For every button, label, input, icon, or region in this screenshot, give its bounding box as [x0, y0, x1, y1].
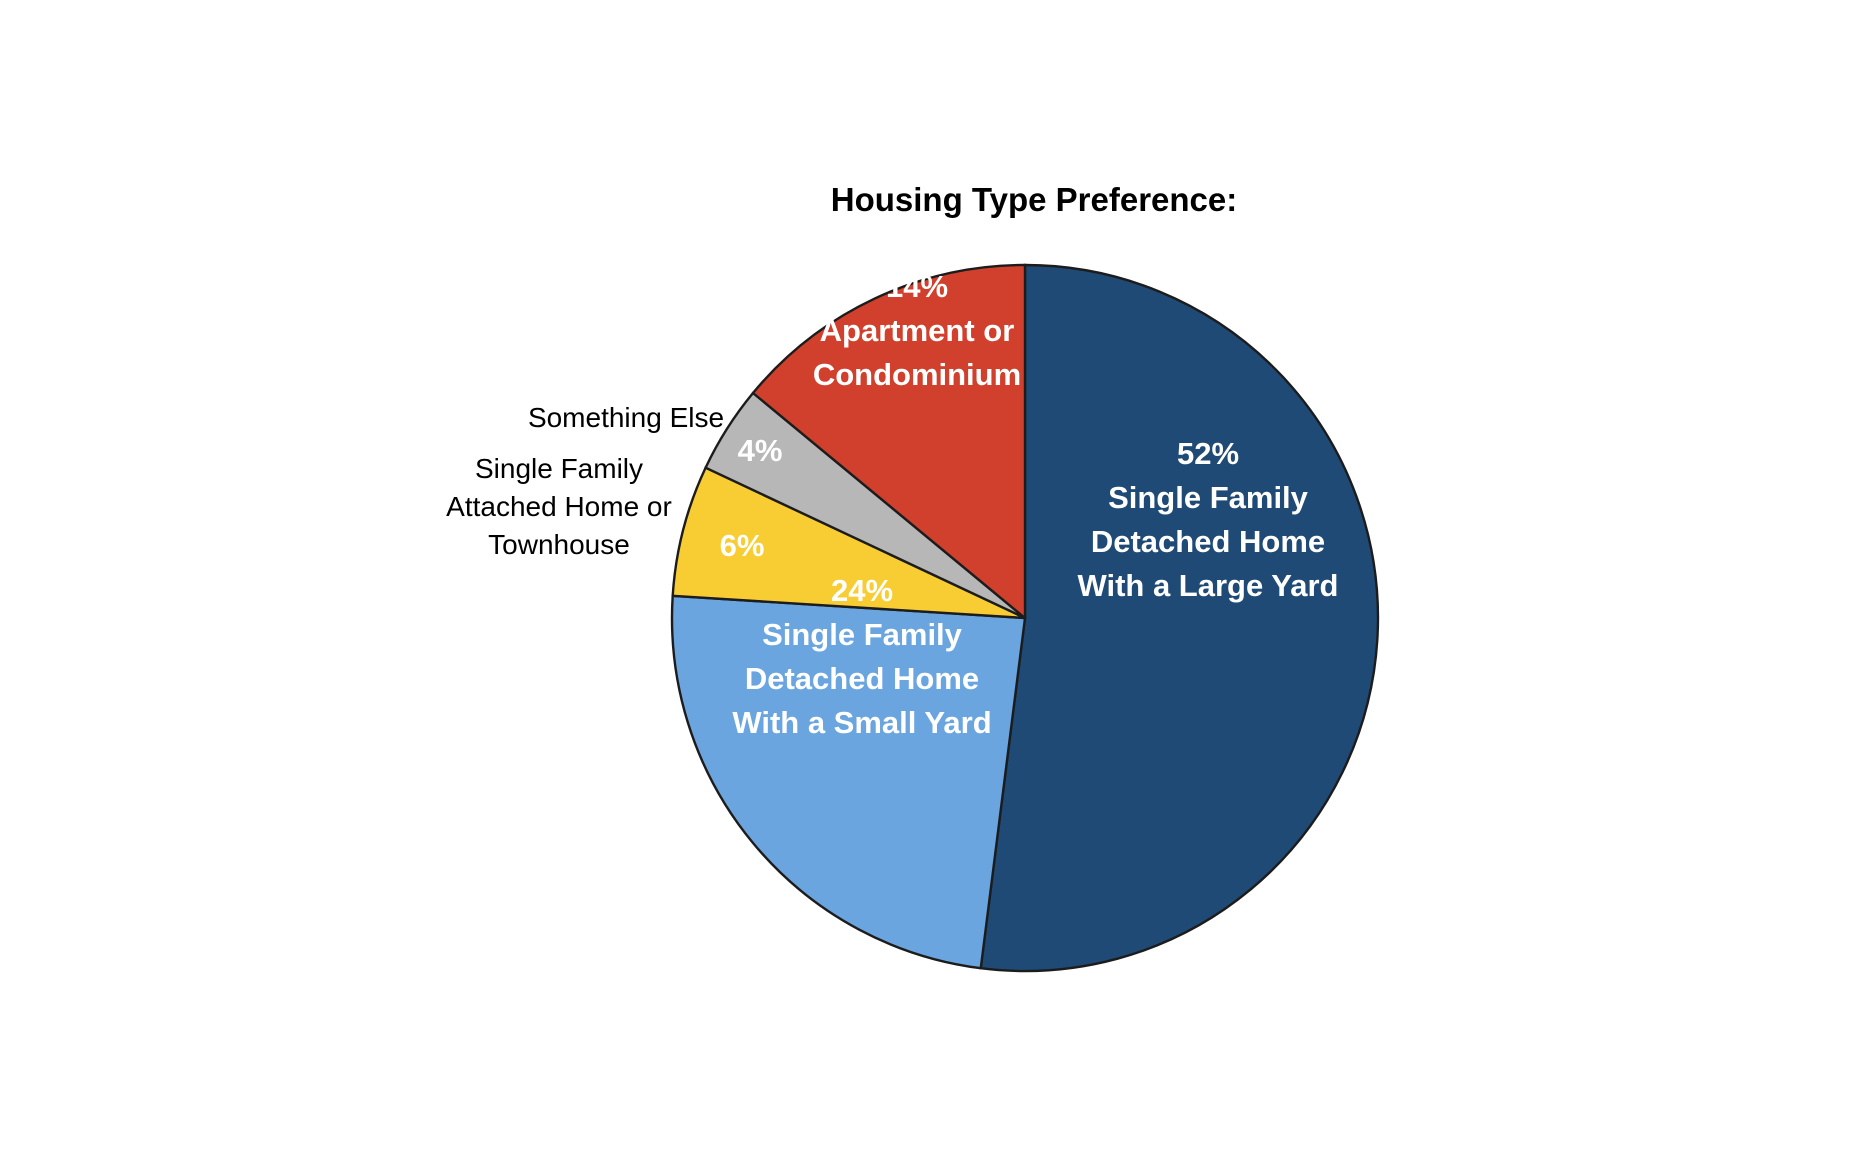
- slice-category-label-large-yard: Detached Home: [1091, 524, 1325, 559]
- pie-slices: [670, 263, 1380, 973]
- pie-labels: 52% Single Family Detached Home With a Larg…: [446, 269, 1338, 740]
- slice-category-label-something-else: Something Else: [528, 402, 724, 433]
- slice-category-label-large-yard: Single Family: [1108, 480, 1309, 515]
- slice-category-label-townhouse: Attached Home or: [446, 491, 672, 522]
- slice-category-label-apartment: Apartment or: [820, 313, 1015, 348]
- slice-category-label-townhouse: Townhouse: [488, 529, 630, 560]
- slice-category-label-townhouse: Single Family: [475, 453, 643, 484]
- slice-value-label-townhouse: 6%: [720, 528, 765, 563]
- slice-category-label-apartment: Condominium: [813, 357, 1021, 392]
- chart-title: Housing Type Preference:: [831, 181, 1238, 218]
- pie-slice-apartment: [751, 263, 1027, 621]
- slice-category-label-small-yard: With a Small Yard: [732, 705, 991, 740]
- pie-slice-small-yard: [670, 594, 1027, 970]
- slice-category-label-large-yard: With a Large Yard: [1077, 568, 1338, 603]
- slice-value-label-apartment: 14%: [886, 269, 948, 304]
- slice-value-label-something-else: 4%: [738, 433, 783, 468]
- slice-category-label-small-yard: Single Family: [762, 617, 963, 652]
- slice-category-label-small-yard: Detached Home: [745, 661, 979, 696]
- slice-value-label-small-yard: 24%: [831, 573, 893, 608]
- pie-slice-large-yard: [979, 263, 1380, 973]
- pie-slice-townhouse: [671, 466, 1026, 620]
- slice-value-label-large-yard: 52%: [1177, 436, 1239, 471]
